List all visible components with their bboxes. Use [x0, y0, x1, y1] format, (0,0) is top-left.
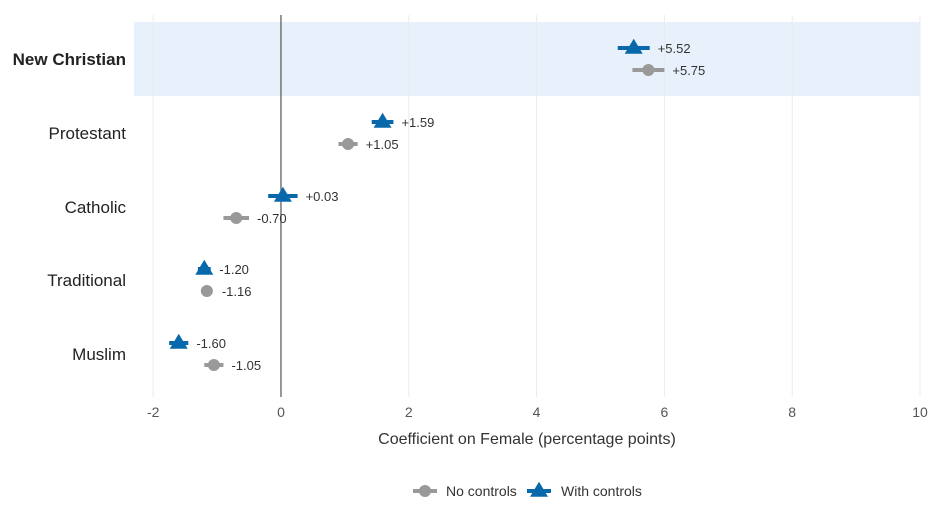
circle-marker [642, 64, 655, 76]
x-tick-label: 4 [533, 404, 541, 420]
category-label: Muslim [72, 345, 126, 364]
data-label: -1.05 [231, 358, 261, 373]
data-label: +1.05 [366, 137, 399, 152]
legend-item: With controls [527, 481, 642, 499]
triangle-marker [530, 481, 548, 497]
data-label: -1.20 [219, 262, 249, 277]
triangle-marker [373, 112, 392, 128]
circle-marker [230, 212, 243, 224]
circle-marker [342, 138, 355, 150]
x-tick-label: 2 [405, 404, 413, 420]
data-label: -0.70 [257, 211, 287, 226]
circle-marker [200, 285, 213, 297]
data-label: -1.60 [196, 336, 226, 351]
category-label: Traditional [47, 271, 126, 290]
category-label: Protestant [49, 124, 127, 143]
highlight-layer [134, 22, 920, 96]
data-label: +1.59 [401, 115, 434, 130]
triangle-marker [273, 186, 292, 202]
x-tick-label: 0 [277, 404, 285, 420]
data-label: -1.16 [222, 284, 252, 299]
data-label: +5.75 [672, 63, 705, 78]
marker-layer [169, 38, 655, 371]
triangle-marker [624, 38, 643, 54]
legend-label: With controls [561, 483, 642, 499]
triangle-marker [195, 259, 214, 275]
tick-label-layer: -2 0 2 4 6 8 10 [147, 404, 928, 420]
circle-marker [207, 359, 220, 371]
data-label: +5.52 [658, 41, 691, 56]
highlight-band [134, 22, 920, 96]
x-tick-label: -2 [147, 404, 160, 420]
data-label-layer: +5.75 +1.05 -0.70 -1.16 -1.05 +5.52 +1.59 +0.03… [196, 41, 705, 373]
category-label-layer: New Christian Protestant Catholic Tradition… [13, 50, 127, 364]
x-tick-label: 6 [660, 404, 668, 420]
legend: No controls With controls [413, 481, 642, 499]
legend-item: No controls [413, 483, 517, 499]
triangle-marker [169, 333, 188, 349]
x-axis-title: Coefficient on Female (percentage points… [378, 431, 676, 448]
category-label: New Christian [13, 50, 126, 69]
data-label: +0.03 [306, 189, 339, 204]
x-tick-label: 8 [788, 404, 796, 420]
legend-label: No controls [446, 483, 517, 499]
x-tick-label: 10 [912, 404, 928, 420]
legend-circle [419, 485, 431, 497]
category-label: Catholic [65, 198, 127, 217]
